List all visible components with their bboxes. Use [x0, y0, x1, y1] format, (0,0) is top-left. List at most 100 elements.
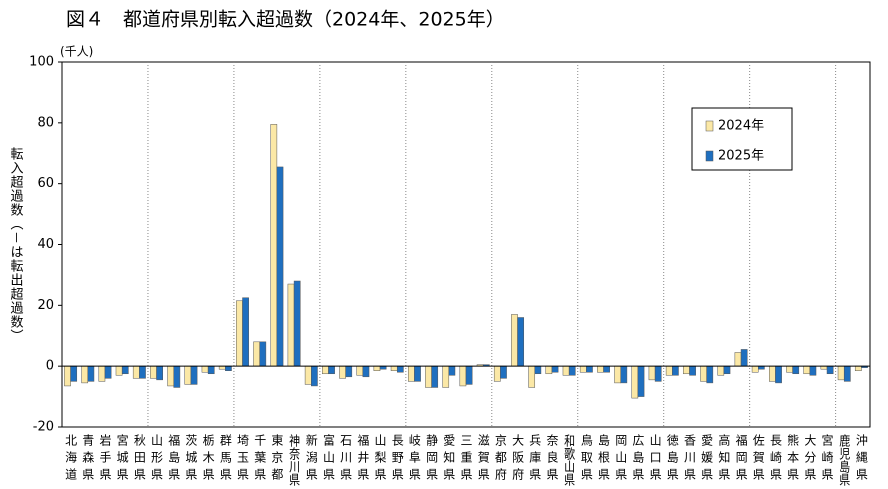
- x-tick-label: 島根県: [597, 433, 611, 485]
- x-tick-label: 静岡県: [425, 434, 439, 485]
- bar: [293, 280, 301, 367]
- x-tick-label: 鹿児島県: [838, 432, 851, 486]
- y-tick-label: -20: [33, 420, 54, 435]
- bar: [740, 349, 748, 367]
- bar: [132, 365, 140, 379]
- x-tick-label: 栃木県: [201, 434, 215, 485]
- bar: [637, 365, 645, 397]
- y-tick-label: 0: [46, 359, 54, 374]
- x-tick-label: 埼玉県: [236, 434, 250, 485]
- bar: [414, 365, 421, 382]
- x-tick-label: 長野県: [390, 434, 404, 485]
- x-tick-label: 徳島県: [665, 433, 679, 485]
- bar: [734, 352, 742, 367]
- x-tick-label: 山梨県: [373, 434, 387, 485]
- x-tick-label: 三重県: [459, 434, 473, 485]
- x-tick-label: 熊本県: [786, 433, 800, 485]
- bar: [115, 365, 123, 376]
- bar: [150, 365, 157, 379]
- bar: [167, 365, 174, 387]
- x-tick-label: 高知県: [717, 433, 731, 485]
- bar: [121, 365, 129, 375]
- bar: [706, 365, 714, 384]
- x-tick-label: 富山県: [321, 433, 335, 485]
- x-tick-label: 神奈川県: [288, 432, 301, 486]
- bar: [362, 365, 370, 378]
- bar: [854, 365, 862, 371]
- x-tick-label: 和歌山県: [563, 434, 576, 487]
- bar: [751, 365, 759, 373]
- x-tick-label: 福島県: [167, 433, 181, 485]
- bar: [511, 314, 518, 367]
- x-tick-label: 鳥取県: [579, 433, 593, 485]
- y-tick-label: 40: [37, 237, 54, 252]
- bar: [517, 317, 525, 367]
- bar: [225, 365, 232, 371]
- x-tick-label: 山形県: [150, 434, 164, 485]
- bar: [597, 365, 604, 373]
- bar: [786, 365, 793, 373]
- x-tick-label: 茨城県: [184, 434, 198, 485]
- bar: [459, 365, 467, 387]
- bar: [723, 365, 731, 375]
- bar: [769, 365, 776, 382]
- x-tick-label: 岡山県: [614, 434, 628, 485]
- bar: [276, 166, 284, 367]
- x-tick-label: 京都府: [493, 434, 507, 485]
- bar: [139, 365, 146, 379]
- x-tick-label: 福岡県: [734, 433, 748, 485]
- bar: [242, 297, 249, 367]
- x-tick-label: 沖縄県: [854, 434, 868, 485]
- bar: [562, 365, 570, 376]
- bar: [672, 365, 679, 376]
- bar: [648, 365, 656, 381]
- bar: [568, 365, 576, 376]
- y-tick-label: 20: [37, 298, 54, 313]
- x-tick-label: 千葉県: [253, 434, 267, 485]
- bar: [528, 365, 536, 388]
- bar: [259, 341, 267, 367]
- bar: [207, 365, 215, 375]
- bar: [104, 365, 112, 379]
- bar: [717, 365, 725, 376]
- bar: [201, 365, 209, 373]
- bar: [328, 365, 335, 375]
- bar: [253, 341, 260, 367]
- x-tick-label: 岐阜県: [407, 434, 421, 485]
- unit-label: (千人): [60, 45, 93, 59]
- bar: [500, 365, 507, 379]
- bar: [87, 365, 95, 382]
- x-tick-label: 群馬県: [218, 434, 232, 485]
- bar: [700, 365, 707, 382]
- bar: [603, 365, 610, 373]
- bar: [545, 365, 553, 375]
- bar: [270, 124, 278, 367]
- bar: [356, 365, 364, 376]
- legend-box: [691, 107, 793, 171]
- x-tick-label: 新潟県: [304, 433, 318, 485]
- x-tick-label: 愛知県: [442, 434, 456, 485]
- bar: [373, 365, 381, 371]
- bar: [81, 365, 89, 384]
- bar: [826, 365, 834, 375]
- bar: [345, 365, 353, 378]
- y-axis-label: 転入超過数（－は転出超過数）: [8, 147, 24, 343]
- x-tick-label: 大分県: [803, 434, 817, 485]
- bar: [431, 365, 439, 388]
- bar: [396, 365, 404, 373]
- bar: [390, 365, 398, 371]
- x-tick-label: 宮崎県: [820, 433, 834, 485]
- bar: [665, 365, 673, 376]
- bar: [614, 365, 621, 384]
- x-tick-label: 山口県: [648, 434, 662, 485]
- bar: [654, 365, 662, 382]
- bar: [184, 365, 192, 385]
- legend-swatch: [705, 150, 714, 162]
- bar: [173, 365, 181, 388]
- y-tick-label: 100: [29, 55, 54, 70]
- x-tick-label: 佐賀県: [751, 434, 765, 485]
- x-tick-label: 岩手県: [98, 433, 112, 485]
- bar: [304, 365, 312, 385]
- bar: [311, 365, 318, 387]
